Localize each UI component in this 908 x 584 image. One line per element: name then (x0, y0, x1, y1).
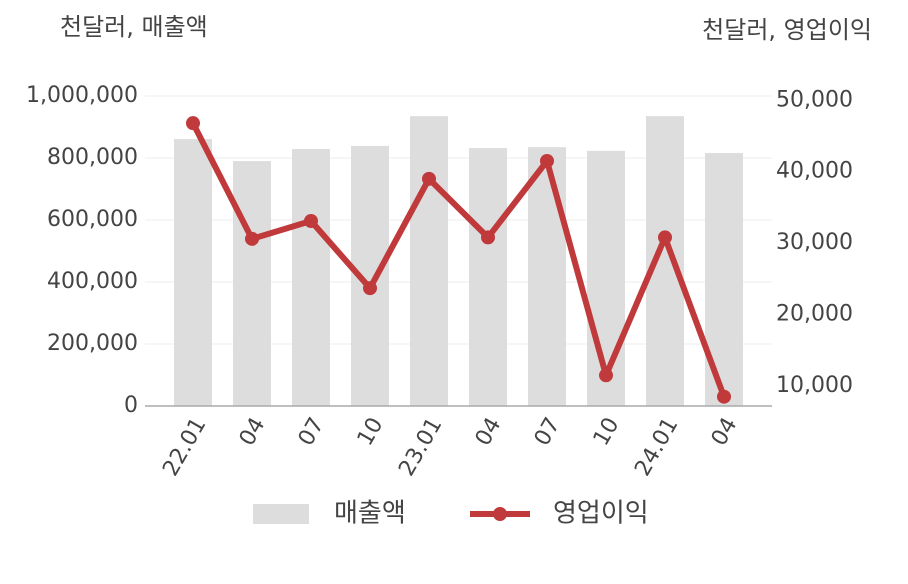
x-tick-label: 10 (353, 414, 389, 451)
line-point (186, 116, 200, 131)
x-tick-label: 10 (589, 414, 625, 451)
x-tick-label: 04 (471, 414, 507, 451)
legend-swatch (253, 504, 309, 524)
line-point (540, 154, 554, 168)
x-tick-label: 24.01 (630, 414, 683, 481)
y2-tick-label: 40,000 (776, 159, 853, 184)
line-point (245, 231, 259, 246)
line-point (481, 230, 495, 245)
bar (174, 139, 212, 406)
x-tick-label: 04 (235, 414, 271, 451)
y2-tick-label: 50,000 (776, 87, 853, 112)
y-tick-label: 1,000,000 (26, 83, 138, 108)
line-point (363, 281, 377, 296)
y-tick-label: 0 (124, 393, 138, 418)
x-tick-label: 23.01 (394, 414, 447, 481)
y2-axis-title: 천달러, 영업이익 (702, 16, 872, 44)
line-point (304, 214, 318, 228)
legend-label: 매출액 (334, 499, 406, 529)
bar (528, 147, 566, 406)
line-point (717, 389, 731, 404)
y-axis-title: 천달러, 매출액 (60, 13, 208, 41)
bar (233, 161, 271, 406)
x-tick-label: 07 (530, 414, 566, 451)
y2-tick-label: 30,000 (776, 230, 853, 255)
line-point (658, 230, 672, 245)
line-point (422, 171, 436, 186)
bar (587, 150, 625, 406)
bar (469, 148, 507, 406)
legend-swatch (493, 507, 507, 521)
y-tick-label: 400,000 (47, 269, 138, 294)
y-tick-label: 200,000 (47, 331, 138, 356)
legend-label: 영업이익 (553, 499, 649, 529)
y2-tick-label: 10,000 (776, 373, 853, 398)
y-tick-label: 600,000 (47, 207, 138, 232)
x-tick-label: 22.01 (158, 414, 211, 481)
x-tick-label: 04 (707, 414, 743, 451)
line (190, 121, 727, 398)
bar (410, 116, 448, 407)
x-tick-label: 07 (294, 414, 330, 451)
bar (292, 149, 330, 406)
line-point (599, 368, 613, 383)
y2-tick-label: 20,000 (776, 302, 853, 327)
y-tick-label: 800,000 (47, 145, 138, 170)
